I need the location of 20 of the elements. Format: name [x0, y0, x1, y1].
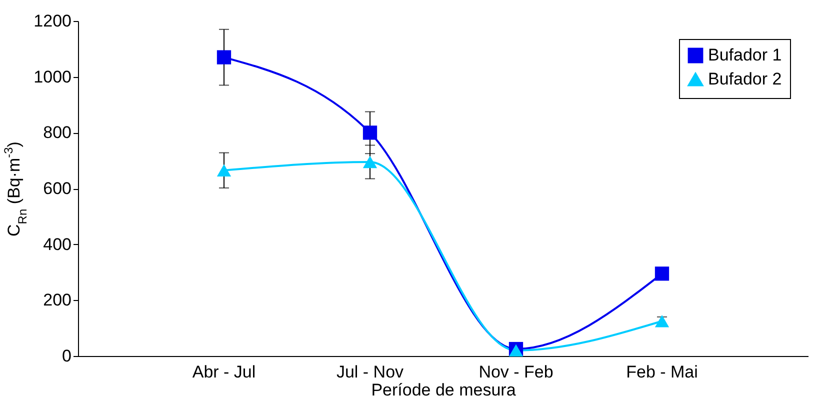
y-tick-label: 600: [43, 179, 72, 198]
y-tick-label: 1200: [34, 12, 72, 30]
y-tick-label: 0: [62, 346, 72, 366]
point: [362, 156, 378, 168]
legend-label: Bufador 1: [708, 46, 782, 64]
x-tick-label: Nov - Feb: [478, 362, 554, 382]
y-tick-label: 200: [43, 290, 72, 310]
point: [216, 164, 232, 176]
y-tick-label: 800: [43, 123, 72, 142]
point: [654, 266, 670, 281]
point: [654, 314, 670, 328]
x-tick-label: Feb - Mai: [626, 362, 698, 382]
y-tick-label: 400: [43, 234, 72, 254]
x-axis-title: Període de mesura: [371, 380, 516, 400]
x-tick-label: Abr - Jul: [192, 362, 256, 382]
y-tick-label: 1000: [34, 67, 72, 86]
point: [216, 50, 232, 64]
x-tick-label: Jul - Nov: [336, 362, 404, 382]
point: [362, 126, 378, 140]
legend-label: Bufador 2: [708, 70, 782, 88]
